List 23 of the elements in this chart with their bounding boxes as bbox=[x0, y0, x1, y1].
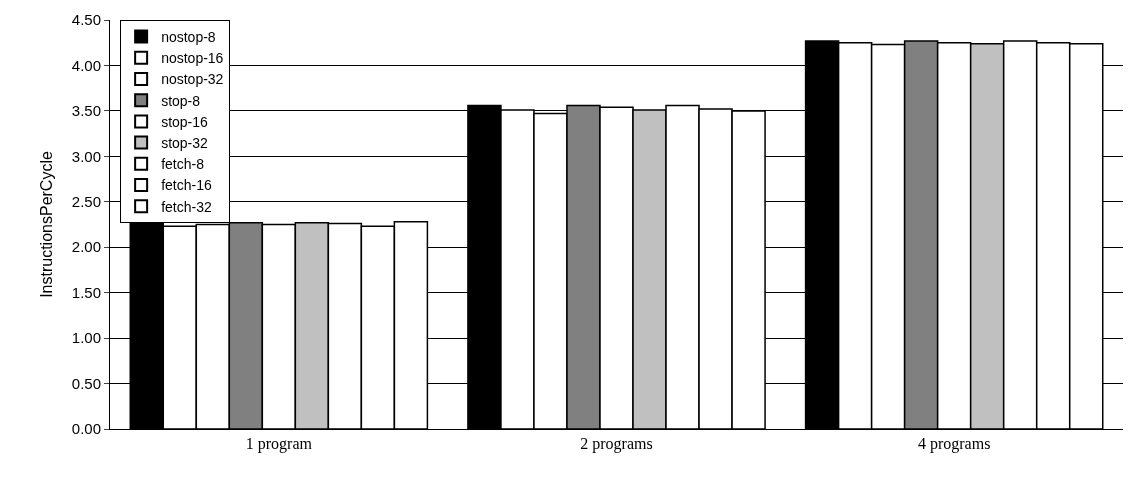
x-tick-label: 2 programs bbox=[580, 435, 653, 454]
y-tick-label: 1.50 bbox=[71, 283, 101, 301]
y-axis-title: InstructionsPerCycle bbox=[37, 151, 55, 298]
legend-label: stop-16 bbox=[161, 113, 209, 130]
y-tick-label: 0.50 bbox=[71, 374, 101, 392]
y-tick-label: 3.00 bbox=[71, 147, 101, 165]
legend-label: stop-8 bbox=[161, 92, 201, 109]
y-tick-label: 1.00 bbox=[71, 329, 101, 347]
legend-label: fetch-32 bbox=[161, 198, 212, 215]
legend-label: stop-32 bbox=[161, 135, 209, 152]
y-tick-label: 4.00 bbox=[71, 56, 101, 74]
x-tick-label: 1 program bbox=[245, 435, 313, 454]
y-tick-label: 0.00 bbox=[71, 420, 101, 438]
legend-label: nostop-8 bbox=[161, 29, 216, 46]
legend-label: fetch-8 bbox=[161, 156, 205, 173]
legend-label: nostop-32 bbox=[161, 71, 224, 88]
legend-label: nostop-16 bbox=[161, 50, 224, 67]
x-tick-label: 4 programs bbox=[917, 435, 991, 454]
legend-label: fetch-16 bbox=[161, 177, 212, 194]
y-tick-label: 4.50 bbox=[71, 11, 101, 29]
y-tick-label: 2.50 bbox=[71, 193, 101, 211]
y-tick-label: 3.50 bbox=[71, 102, 101, 120]
y-tick-label: 2.00 bbox=[71, 238, 101, 256]
